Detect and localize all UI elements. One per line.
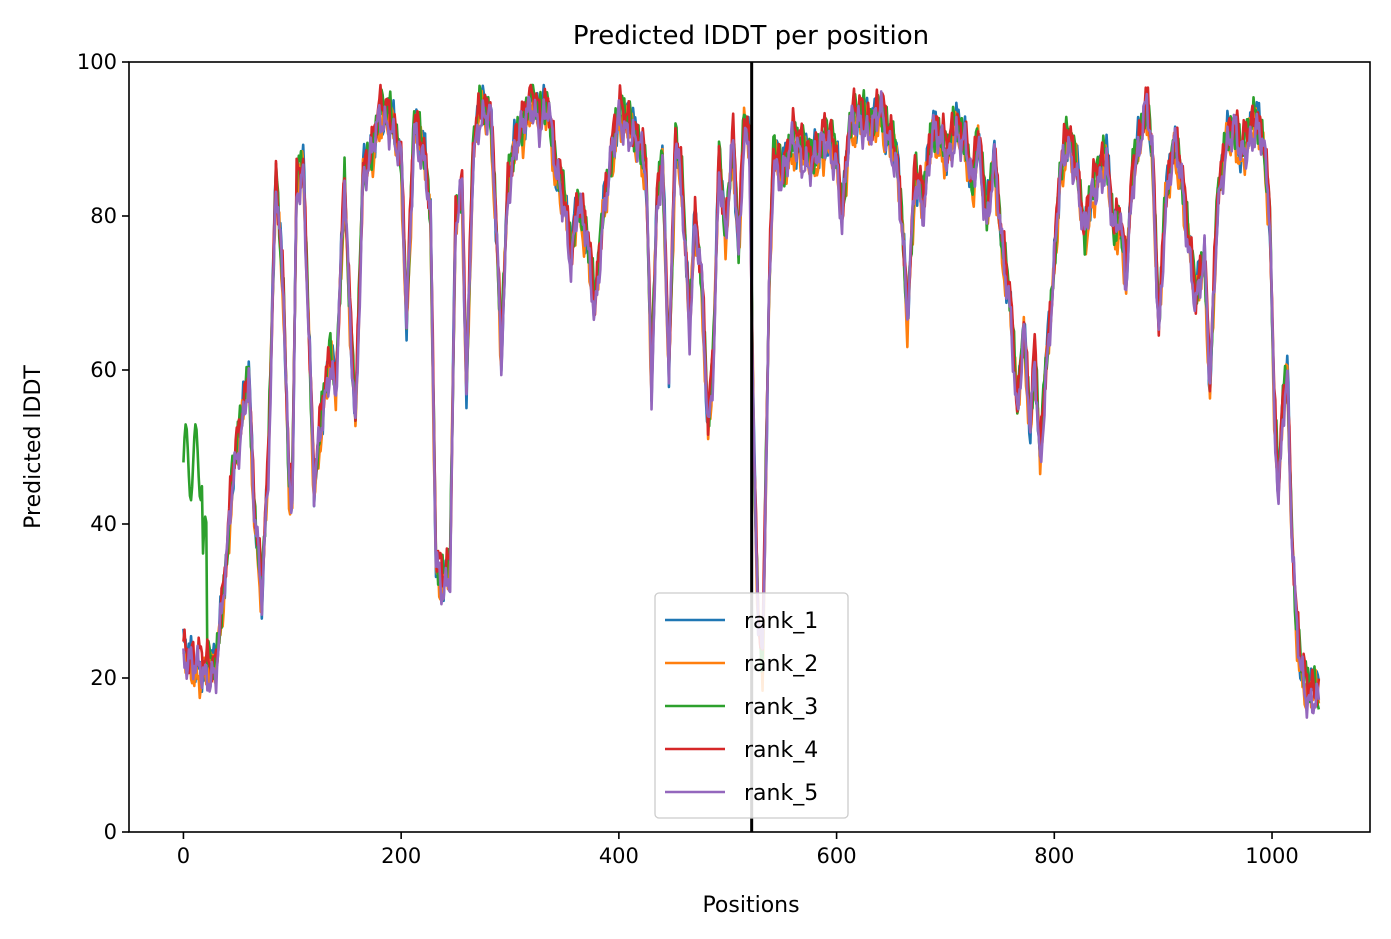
y-axis-label: Predicted lDDT	[21, 365, 46, 529]
x-tick-label: 800	[1034, 844, 1074, 868]
plot-frame	[128, 61, 1371, 833]
chart-title: Predicted lDDT per position	[573, 21, 929, 51]
y-tick-label: 20	[90, 666, 117, 690]
legend: rank_1 rank_2 rank_3 rank_4 rank_5	[654, 592, 849, 819]
legend-label: rank_2	[744, 652, 818, 677]
x-tick-label: 400	[599, 844, 639, 868]
legend-label: rank_1	[744, 609, 818, 634]
y-tick-label: 40	[90, 512, 117, 536]
x-tick-label: 600	[817, 844, 857, 868]
legend-label: rank_4	[744, 738, 818, 763]
y-tick-label: 80	[90, 204, 117, 228]
x-ticks: 0 200 400 600 800 1000	[177, 832, 1299, 868]
legend-label: rank_5	[744, 781, 818, 806]
legend-box	[654, 592, 849, 819]
x-tick-label: 1000	[1245, 844, 1298, 868]
x-axis-label: Positions	[702, 893, 799, 918]
y-tick-label: 100	[77, 50, 117, 74]
x-tick-label: 0	[177, 844, 190, 868]
y-tick-label: 0	[104, 820, 117, 844]
y-tick-label: 60	[90, 358, 117, 382]
x-tick-label: 200	[381, 844, 421, 868]
legend-label: rank_3	[744, 695, 818, 720]
y-ticks: 0 20 40 60 80 100	[77, 50, 129, 844]
